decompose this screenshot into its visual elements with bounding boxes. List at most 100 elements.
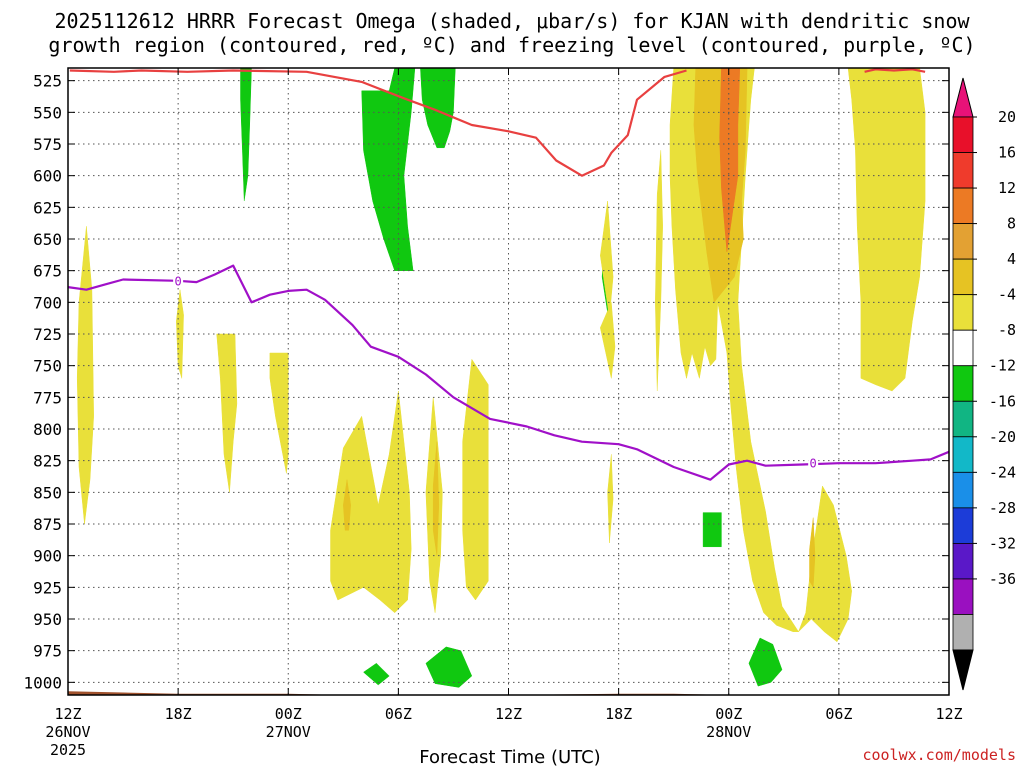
x-tick-label: 18Z — [165, 705, 192, 723]
y-tick-label: 525 — [33, 72, 62, 91]
y-tick-label: 575 — [33, 135, 62, 154]
colorbar-label: -12 — [989, 357, 1016, 375]
x-tick-label: 12Z — [495, 705, 522, 723]
x-tick-date-label: 28NOV — [706, 723, 751, 741]
y-tick-label: 625 — [33, 198, 62, 217]
x-axis-label: Forecast Time (UTC) — [419, 747, 600, 768]
colorbar-swatch-13 — [952, 578, 974, 615]
colorbar-swatch-4 — [952, 258, 974, 296]
x-tick-label: 18Z — [605, 705, 632, 723]
x-tick-date-label: 27NOV — [266, 723, 311, 741]
colorbar-label: -4 — [998, 286, 1016, 304]
omega-region-2 — [420, 67, 456, 149]
omega-region-9 — [176, 289, 184, 379]
colorbar-swatch-2 — [952, 187, 974, 224]
y-tick-label: 975 — [33, 642, 62, 661]
omega-region-22 — [432, 441, 440, 556]
y-axis-ticks: 525 550 575 600 625 650 675 700 725 750 775 800 825 8… — [23, 72, 949, 692]
colorbar-label: -16 — [989, 392, 1016, 410]
y-tick-label: 550 — [33, 103, 62, 122]
y-tick-label: 925 — [33, 578, 62, 597]
colorbar-label: 4 — [1007, 250, 1016, 268]
y-tick-label: 850 — [33, 483, 62, 502]
contour-lines-layer: 00 — [67, 68, 950, 481]
colorbar-swatch-6 — [952, 329, 974, 367]
colorbar-swatch-5 — [952, 294, 974, 331]
x-tick-date-label: 26NOV — [45, 723, 90, 741]
colorbar-swatch-10 — [952, 471, 974, 509]
freezing-level-label-0: 0 — [175, 274, 182, 288]
freezing-level-label-1: 0 — [810, 457, 817, 471]
colorbar-label: -20 — [989, 428, 1016, 446]
y-tick-label: 725 — [33, 325, 62, 344]
colorbar-label: -8 — [998, 321, 1016, 339]
colorbar-label: 20 — [998, 108, 1016, 126]
y-tick-label: 875 — [33, 515, 62, 534]
chart-title-line1: 2025112612 HRRR Forecast Omega (shaded, … — [54, 9, 970, 33]
omega-region-23 — [809, 517, 816, 589]
x-tick-label: 00Z — [715, 705, 742, 723]
x-tick-year-label: 2025 — [50, 741, 86, 759]
y-tick-label: 1000 — [23, 673, 62, 692]
y-tick-label: 750 — [33, 357, 62, 376]
y-tick-label: 900 — [33, 547, 62, 566]
contour-line-2 — [67, 264, 950, 481]
contour-line-0 — [69, 69, 687, 177]
colorbar-label: -28 — [989, 499, 1016, 517]
y-tick-label: 800 — [33, 420, 62, 439]
colorbar-label: -24 — [989, 463, 1016, 481]
omega-region-8 — [76, 226, 94, 525]
omega-region-17 — [600, 302, 616, 379]
credit-text: coolwx.com/models — [862, 746, 1016, 764]
x-tick-label: 12Z — [54, 705, 81, 723]
grid-layer — [68, 68, 949, 695]
colorbar-swatch-11 — [952, 507, 974, 544]
colorbar-swatch-7 — [952, 365, 974, 402]
omega-region-0 — [240, 67, 252, 202]
omega-region-20 — [847, 67, 926, 392]
colorbar-swatch-8 — [952, 400, 974, 438]
y-tick-label: 825 — [33, 452, 62, 471]
y-tick-label: 600 — [33, 167, 62, 186]
omega-region-16 — [600, 200, 614, 318]
chart-title-line2: growth region (contoured, red, ºC) and f… — [48, 33, 975, 57]
omega-region-11 — [269, 352, 289, 474]
colorbar-label: 8 — [1007, 215, 1016, 233]
y-tick-label: 650 — [33, 230, 62, 249]
omega-region-6 — [425, 646, 473, 688]
colorbar-swatch-12 — [952, 543, 974, 580]
colorbar-top-arrow — [952, 77, 974, 118]
y-tick-label: 950 — [33, 610, 62, 629]
x-tick-label: 12Z — [935, 705, 962, 723]
x-tick-label: 06Z — [825, 705, 852, 723]
y-tick-label: 775 — [33, 388, 62, 407]
freezing-label-bg-0 — [173, 273, 184, 288]
x-tick-label: 06Z — [385, 705, 412, 723]
omega-region-14 — [462, 358, 489, 601]
omega-region-7 — [748, 637, 783, 687]
colorbar-bottom-arrow — [952, 649, 974, 691]
omega-region-15 — [607, 454, 614, 544]
colorbar-label: 16 — [998, 144, 1016, 162]
omega-region-4 — [702, 512, 722, 548]
omega-region-25 — [719, 67, 741, 252]
colorbar-swatch-14 — [952, 614, 974, 651]
contour-line-1 — [864, 68, 926, 73]
x-tick-label: 00Z — [275, 705, 302, 723]
freezing-label-bg-1 — [808, 456, 819, 471]
colorbar-label: -36 — [989, 570, 1016, 588]
y-tick-label: 700 — [33, 293, 62, 312]
omega-region-10 — [216, 333, 238, 493]
colorbar: 20 16 12 8 4 -4 -8 -12 -16 -20 -24 -28 -32 -36 — [952, 77, 1016, 691]
colorbar-swatch-3 — [952, 223, 974, 260]
y-tick-label: 675 — [33, 262, 62, 281]
colorbar-label: -32 — [989, 534, 1016, 552]
omega-region-5 — [363, 662, 390, 686]
omega-region-12 — [330, 390, 412, 614]
colorbar-label: 12 — [998, 179, 1016, 197]
colorbar-swatch-9 — [952, 436, 974, 473]
omega-shading-layer — [76, 67, 926, 688]
